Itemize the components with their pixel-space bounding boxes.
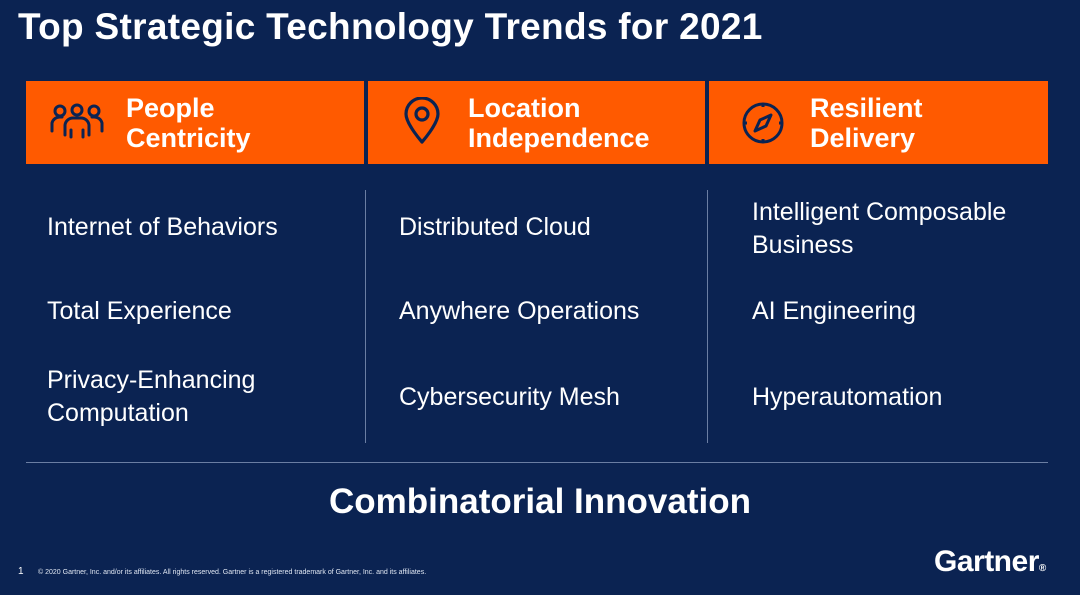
slide-title: Top Strategic Technology Trends for 2021 bbox=[18, 6, 763, 47]
copyright-notice: © 2020 Gartner, Inc. and/or its affiliat… bbox=[38, 569, 427, 576]
trend-intelligent-composable-business: Intelligent Composable Business bbox=[752, 198, 1007, 259]
header-resilient-delivery: Resilient Delivery bbox=[709, 81, 1048, 164]
header-line-2: Centricity bbox=[126, 123, 251, 153]
combinatorial-innovation-label: Combinatorial Innovation bbox=[329, 482, 751, 521]
trend-hyperautomation: Hyperautomation bbox=[752, 383, 943, 411]
trend-anywhere-operations: Anywhere Operations bbox=[399, 297, 640, 325]
page-number: 1 bbox=[18, 566, 24, 577]
header-line-1: Resilient bbox=[810, 93, 923, 123]
compass-icon bbox=[740, 100, 786, 151]
trend-cybersecurity-mesh: Cybersecurity Mesh bbox=[399, 383, 620, 411]
people-group-icon bbox=[50, 101, 104, 148]
section-divider bbox=[26, 462, 1048, 463]
location-pin-icon bbox=[402, 96, 442, 150]
trend-internet-of-behaviors: Internet of Behaviors bbox=[47, 213, 278, 241]
header-line-2: Independence bbox=[468, 123, 650, 153]
trend-total-experience: Total Experience bbox=[47, 297, 232, 325]
column-divider bbox=[365, 190, 366, 443]
trend-privacy-enhancing-computation: Privacy-Enhancing Computation bbox=[47, 366, 256, 427]
header-line-1: Location bbox=[468, 93, 581, 123]
gartner-logo: Gartner® bbox=[934, 545, 1046, 578]
trend-distributed-cloud: Distributed Cloud bbox=[399, 213, 591, 241]
header-line-2: Delivery bbox=[810, 123, 916, 153]
header-line-1: People bbox=[126, 93, 215, 123]
trend-ai-engineering: AI Engineering bbox=[752, 297, 917, 325]
header-people-centricity: People Centricity bbox=[26, 81, 364, 164]
header-location-independence: Location Independence bbox=[368, 81, 705, 164]
column-divider bbox=[707, 190, 708, 443]
